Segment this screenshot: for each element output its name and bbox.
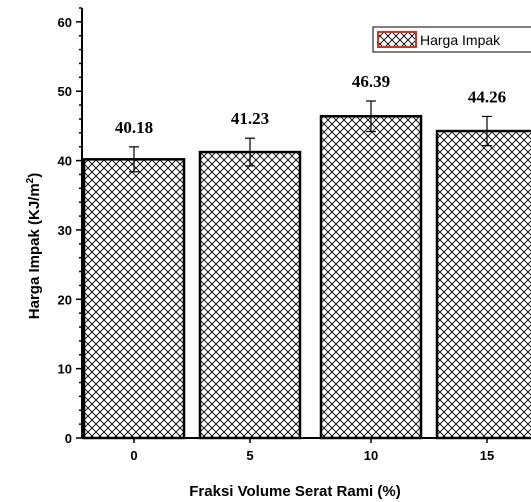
y-tick-label-0: 0 xyxy=(65,431,72,446)
data-label-5: 41.23 xyxy=(231,109,269,128)
legend-swatch xyxy=(377,31,417,48)
bar-0 xyxy=(82,158,186,440)
y-tick-label-50: 50 xyxy=(58,84,72,99)
data-label-15: 44.26 xyxy=(468,87,506,106)
x-tick-label-10: 10 xyxy=(364,448,378,463)
bars-layer xyxy=(82,115,531,440)
legend: Harga Impak xyxy=(372,26,531,53)
x-ticks-layer: 0 5 10 15 xyxy=(130,438,494,463)
bar-10 xyxy=(319,115,423,440)
y-tick-label-10: 10 xyxy=(58,362,72,377)
y-tick-label-20: 20 xyxy=(58,292,72,307)
y-axis-title-superscript: 2 xyxy=(25,177,36,183)
bar-5 xyxy=(198,150,302,440)
y-tick-label-60: 60 xyxy=(58,15,72,30)
y-axis-title-end: ) xyxy=(26,173,43,178)
bar-15 xyxy=(435,129,531,440)
data-label-0: 40.18 xyxy=(115,118,153,137)
legend-label: Harga Impak xyxy=(420,32,501,48)
error-bars-layer xyxy=(129,100,492,173)
y-tick-label-30: 30 xyxy=(58,223,72,238)
x-tick-label-5: 5 xyxy=(246,448,253,463)
data-label-10: 46.39 xyxy=(352,72,390,91)
x-tick-label-0: 0 xyxy=(130,448,137,463)
y-tick-label-40: 40 xyxy=(58,154,72,169)
y-axis-title: Harga Impak (KJ/m2) xyxy=(25,173,43,319)
y-ticks-layer: 0 10 20 30 40 50 60 xyxy=(58,7,82,446)
x-axis-title: Fraksi Volume Serat Rami (%) xyxy=(189,483,400,500)
y-axis-title-main: Harga Impak (KJ/m xyxy=(26,183,43,319)
data-labels-layer: 40.18 41.23 46.39 44.26 xyxy=(115,72,506,137)
x-tick-label-15: 15 xyxy=(480,448,494,463)
